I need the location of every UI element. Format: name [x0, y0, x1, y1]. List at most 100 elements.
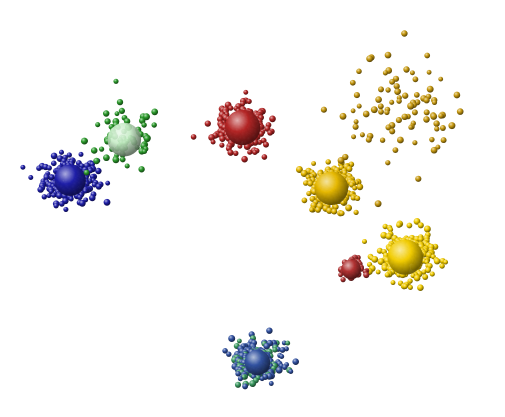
- data-point: [241, 155, 248, 163]
- cluster-centroid: [54, 164, 86, 196]
- cluster-red-north: [190, 89, 276, 163]
- data-point: [438, 76, 444, 82]
- data-point: [263, 342, 270, 350]
- data-point: [116, 98, 124, 106]
- data-point: [350, 108, 356, 114]
- data-point: [351, 134, 357, 140]
- data-point: [326, 207, 333, 214]
- data-point: [431, 99, 438, 106]
- data-point: [382, 70, 388, 76]
- data-point: [384, 272, 390, 278]
- data-point: [423, 116, 430, 123]
- data-point: [226, 351, 232, 357]
- data-point: [402, 92, 409, 99]
- data-point: [266, 327, 273, 334]
- data-point: [353, 119, 359, 125]
- cluster-blue-green-south: [222, 327, 300, 390]
- data-point: [43, 174, 50, 181]
- data-point: [237, 338, 242, 344]
- data-point: [263, 141, 269, 148]
- data-point: [285, 340, 291, 346]
- data-point: [378, 108, 384, 115]
- data-point: [374, 200, 382, 208]
- data-point: [406, 222, 413, 229]
- data-point: [58, 149, 65, 155]
- data-point: [279, 354, 285, 359]
- data-point: [325, 159, 331, 165]
- data-point: [50, 152, 58, 160]
- data-point: [210, 139, 216, 145]
- data-point: [396, 222, 402, 228]
- data-point: [105, 180, 111, 186]
- data-point: [104, 118, 111, 125]
- data-point: [354, 195, 361, 202]
- data-point: [378, 86, 384, 93]
- data-point: [440, 137, 447, 144]
- data-point: [339, 210, 345, 217]
- data-point: [98, 146, 105, 152]
- data-point: [50, 160, 57, 167]
- cluster-centroid: [244, 349, 271, 376]
- data-point: [403, 66, 410, 73]
- data-point: [421, 269, 427, 275]
- data-point: [424, 266, 432, 274]
- data-point: [124, 163, 130, 169]
- data-point: [151, 122, 157, 128]
- data-point: [415, 175, 422, 182]
- data-point: [377, 103, 384, 110]
- data-point: [240, 101, 246, 107]
- data-point: [118, 107, 126, 115]
- data-point: [361, 238, 368, 245]
- data-point: [381, 264, 389, 272]
- data-point: [37, 186, 44, 193]
- data-point: [190, 134, 197, 140]
- data-point: [385, 233, 393, 240]
- data-point: [337, 156, 345, 164]
- data-point: [426, 85, 434, 93]
- data-point: [247, 149, 253, 155]
- data-point: [389, 78, 396, 85]
- data-point: [433, 120, 440, 127]
- data-point: [385, 160, 391, 166]
- data-point: [346, 165, 353, 173]
- data-point: [439, 263, 445, 269]
- data-point: [58, 201, 65, 207]
- data-point: [78, 151, 84, 157]
- data-point: [103, 154, 110, 162]
- data-point: [333, 204, 339, 210]
- data-point: [303, 180, 309, 186]
- data-point: [252, 149, 258, 155]
- data-point: [46, 165, 52, 171]
- data-point: [93, 157, 100, 165]
- data-point: [339, 112, 347, 120]
- data-point: [411, 109, 418, 116]
- data-point: [141, 148, 148, 155]
- data-point: [53, 203, 59, 209]
- data-point: [417, 284, 424, 292]
- data-point: [307, 180, 314, 187]
- data-point: [78, 199, 86, 207]
- data-point: [433, 257, 441, 265]
- data-point: [102, 110, 110, 117]
- data-point: [235, 370, 241, 377]
- data-point: [269, 115, 276, 123]
- data-point: [413, 92, 420, 98]
- data-point: [353, 209, 359, 216]
- data-point: [389, 128, 396, 135]
- data-point: [423, 109, 430, 116]
- cluster-centroid: [224, 109, 261, 146]
- data-point: [396, 98, 402, 104]
- data-point: [261, 154, 268, 160]
- data-point: [222, 348, 228, 354]
- data-point: [331, 208, 338, 215]
- data-point: [112, 156, 120, 164]
- data-point: [375, 269, 381, 275]
- data-point: [423, 97, 430, 104]
- data-point: [237, 376, 243, 382]
- data-point: [300, 170, 308, 177]
- data-point: [228, 105, 234, 111]
- data-point: [249, 380, 257, 388]
- data-point: [362, 110, 370, 118]
- data-point: [395, 117, 402, 124]
